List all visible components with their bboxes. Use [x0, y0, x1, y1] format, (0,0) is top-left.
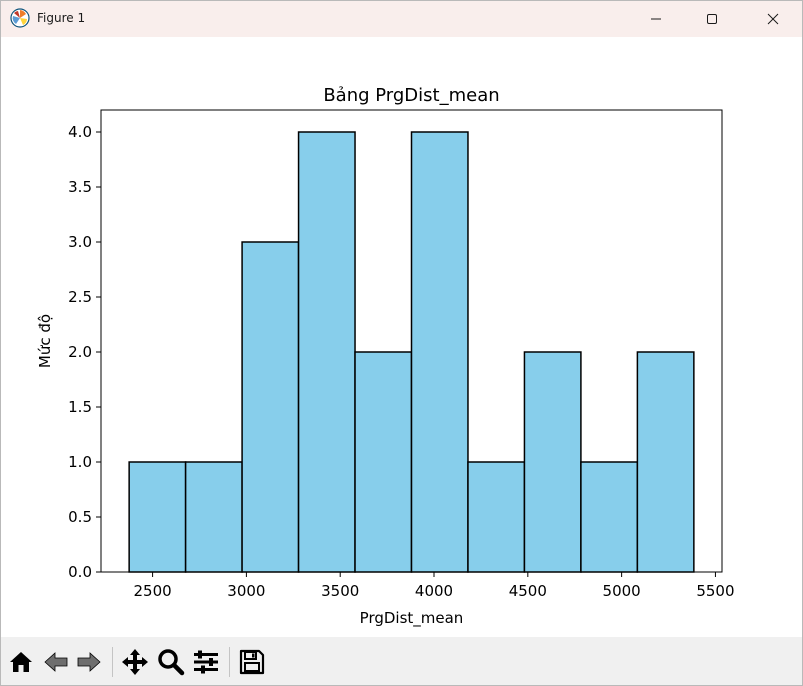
x-tick-label: 5000: [603, 582, 641, 600]
figure-canvas[interactable]: 2500 3000 3500 4000 4500 5000 5500 0.0 0.5 1.0 1.…: [1, 37, 802, 637]
minimize-button[interactable]: [633, 1, 679, 37]
home-button[interactable]: [6, 648, 36, 676]
title-bar[interactable]: Figure 1: [1, 1, 802, 37]
pan-button[interactable]: [120, 648, 150, 676]
pan-icon: [122, 649, 148, 675]
x-axis-label: PrgDist_mean: [360, 609, 464, 628]
histogram-bar: [410, 131, 469, 573]
y-tick-label: 3.5: [68, 178, 92, 196]
maximize-button[interactable]: [689, 1, 735, 37]
y-axis-label: Mức độ: [36, 314, 54, 368]
toolbar-separator: [112, 647, 113, 677]
y-tick-label: 0.0: [68, 563, 92, 581]
configure-subplots-button[interactable]: [191, 648, 221, 676]
histogram-bar: [184, 461, 243, 573]
histogram-bar: [128, 461, 187, 573]
window-title: Figure 1: [37, 11, 86, 25]
toolbar-separator: [229, 647, 230, 677]
y-tick-label: 4.0: [68, 123, 92, 141]
configure-subplots-icon: [194, 650, 218, 674]
maximize-icon: [707, 14, 717, 24]
x-tick-label: 3000: [227, 582, 265, 600]
y-tick-label: 2.0: [68, 343, 92, 361]
y-tick-label: 1.0: [68, 453, 92, 471]
matplotlib-logo-icon: [10, 8, 30, 28]
save-icon: [239, 649, 265, 675]
back-icon: [44, 652, 68, 672]
histogram-bar: [467, 461, 526, 573]
save-button[interactable]: [237, 648, 267, 676]
forward-icon: [77, 652, 101, 672]
histogram-bar: [523, 351, 582, 573]
histogram-bar: [580, 461, 639, 573]
histogram-bar: [636, 351, 695, 573]
histogram-chart: 2500 3000 3500 4000 4500 5000 5500 0.0 0.5 1.0 1.…: [1, 37, 802, 637]
x-tick-label: 4000: [415, 582, 453, 600]
close-button[interactable]: [750, 1, 796, 37]
y-tick-label: 2.5: [68, 288, 92, 306]
zoom-button[interactable]: [156, 648, 186, 676]
forward-button[interactable]: [74, 648, 104, 676]
axes-frame: [100, 109, 723, 573]
navigation-toolbar: [1, 637, 802, 685]
chart-title: Bảng PrgDist_mean: [323, 85, 499, 106]
x-tick-label: 4500: [509, 582, 547, 600]
home-icon: [10, 652, 32, 672]
histogram-bar: [297, 131, 356, 573]
x-tick-label: 3500: [321, 582, 359, 600]
zoom-icon: [158, 649, 185, 676]
histogram-bar: [354, 351, 413, 573]
minimize-icon: [651, 18, 661, 20]
y-tick-label: 1.5: [68, 398, 92, 416]
close-icon: [767, 13, 779, 25]
x-tick-label: 2500: [133, 582, 171, 600]
x-tick-label: 5500: [696, 582, 734, 600]
y-tick-label: 3.0: [68, 233, 92, 251]
back-button[interactable]: [41, 648, 71, 676]
y-tick-label: 0.5: [68, 508, 92, 526]
histogram-bar: [241, 241, 300, 573]
